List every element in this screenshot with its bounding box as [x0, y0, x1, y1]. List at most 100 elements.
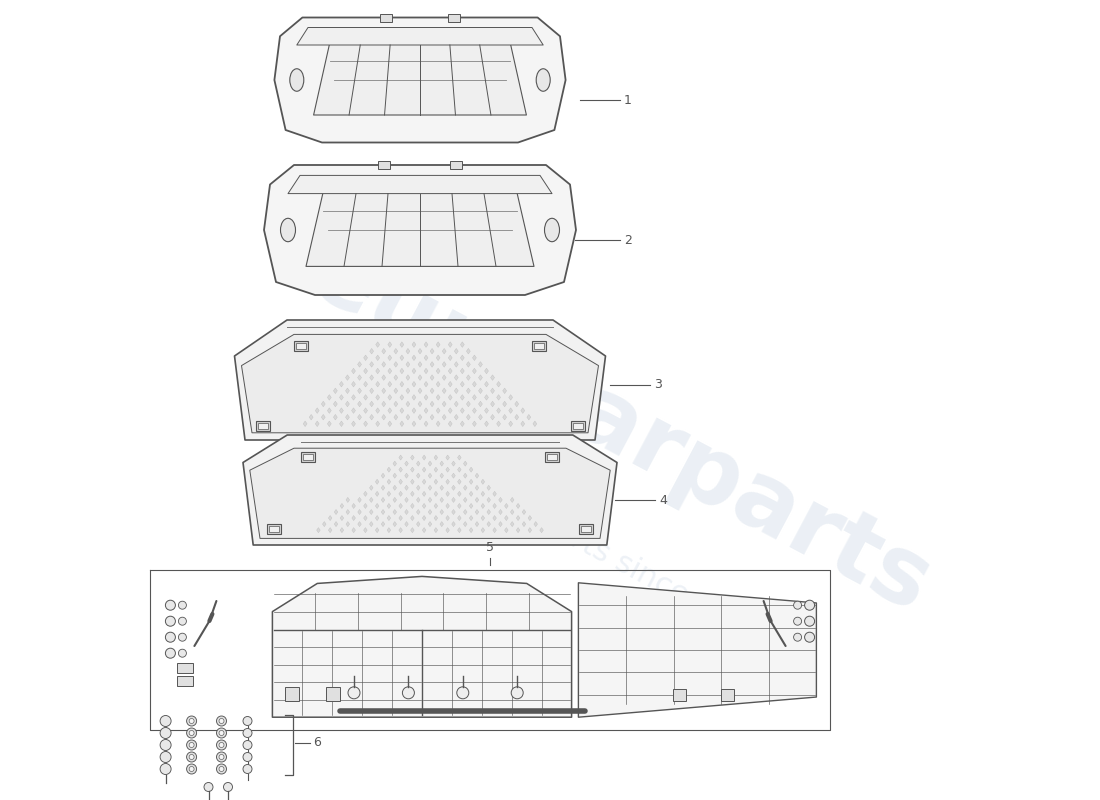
Polygon shape [321, 414, 326, 420]
Circle shape [161, 739, 172, 750]
Polygon shape [340, 503, 343, 509]
Polygon shape [400, 342, 404, 347]
Bar [548, 454, 558, 460]
Polygon shape [358, 414, 362, 420]
Polygon shape [418, 362, 422, 367]
Polygon shape [497, 421, 500, 426]
Polygon shape [463, 473, 467, 478]
Circle shape [243, 717, 252, 726]
Polygon shape [505, 503, 508, 509]
Polygon shape [430, 362, 434, 367]
Polygon shape [434, 491, 438, 496]
Circle shape [189, 742, 194, 747]
Polygon shape [503, 388, 507, 394]
Polygon shape [364, 421, 367, 426]
Circle shape [219, 754, 224, 759]
Polygon shape [449, 421, 452, 426]
Polygon shape [340, 394, 343, 400]
Polygon shape [485, 421, 488, 426]
Polygon shape [352, 382, 355, 387]
Bar [177, 676, 194, 686]
Circle shape [189, 730, 194, 735]
Polygon shape [440, 473, 443, 478]
Polygon shape [475, 522, 478, 526]
Polygon shape [393, 486, 396, 490]
Text: a passion for parts since 1985: a passion for parts since 1985 [350, 409, 770, 651]
Polygon shape [393, 498, 396, 502]
Polygon shape [422, 467, 426, 472]
Polygon shape [478, 388, 483, 394]
Circle shape [512, 686, 524, 699]
Polygon shape [428, 510, 432, 514]
Polygon shape [410, 515, 415, 521]
Polygon shape [358, 388, 362, 394]
Text: eurocarparts: eurocarparts [295, 228, 946, 632]
Polygon shape [417, 461, 420, 466]
Polygon shape [400, 355, 404, 361]
Bar [448, 14, 460, 22]
Polygon shape [454, 388, 459, 394]
Circle shape [243, 765, 252, 774]
Polygon shape [405, 510, 408, 514]
Polygon shape [493, 528, 496, 533]
Polygon shape [428, 522, 432, 526]
Bar [268, 526, 278, 531]
Polygon shape [399, 467, 403, 472]
Polygon shape [376, 355, 380, 361]
Polygon shape [478, 402, 483, 406]
Polygon shape [458, 528, 461, 533]
Bar [450, 161, 462, 169]
Polygon shape [505, 515, 508, 521]
Polygon shape [510, 510, 514, 514]
Bar [580, 523, 593, 534]
Polygon shape [309, 414, 313, 420]
Polygon shape [485, 394, 488, 400]
Polygon shape [449, 355, 452, 361]
Polygon shape [328, 408, 331, 414]
Polygon shape [358, 522, 361, 526]
Text: 4: 4 [659, 494, 667, 506]
Circle shape [165, 600, 175, 610]
Polygon shape [364, 491, 367, 496]
Polygon shape [466, 349, 471, 354]
Polygon shape [376, 382, 380, 387]
Polygon shape [376, 394, 380, 400]
Polygon shape [522, 522, 526, 526]
Text: 2: 2 [624, 234, 631, 246]
Polygon shape [491, 388, 495, 394]
Bar [532, 342, 546, 351]
Polygon shape [478, 375, 483, 380]
Polygon shape [461, 382, 464, 387]
Polygon shape [417, 486, 420, 490]
Polygon shape [440, 461, 443, 466]
Polygon shape [528, 515, 531, 521]
Polygon shape [452, 461, 455, 466]
Polygon shape [412, 342, 416, 347]
Polygon shape [394, 375, 398, 380]
Polygon shape [446, 455, 450, 460]
Polygon shape [498, 510, 503, 514]
Polygon shape [346, 522, 350, 526]
Polygon shape [452, 522, 455, 526]
Polygon shape [508, 421, 513, 426]
Polygon shape [394, 414, 398, 420]
Polygon shape [528, 528, 531, 533]
Polygon shape [382, 402, 386, 406]
Bar [534, 343, 544, 350]
Polygon shape [516, 528, 520, 533]
Polygon shape [475, 510, 478, 514]
Polygon shape [333, 414, 338, 420]
Circle shape [187, 764, 197, 774]
Polygon shape [473, 394, 476, 400]
Polygon shape [470, 491, 473, 496]
Polygon shape [375, 528, 378, 533]
Bar [294, 342, 308, 351]
Polygon shape [417, 510, 420, 514]
Ellipse shape [536, 69, 550, 91]
Polygon shape [242, 334, 598, 433]
Polygon shape [532, 421, 537, 426]
Polygon shape [466, 388, 471, 394]
Polygon shape [434, 467, 438, 472]
Bar [300, 452, 315, 462]
Polygon shape [503, 402, 507, 406]
